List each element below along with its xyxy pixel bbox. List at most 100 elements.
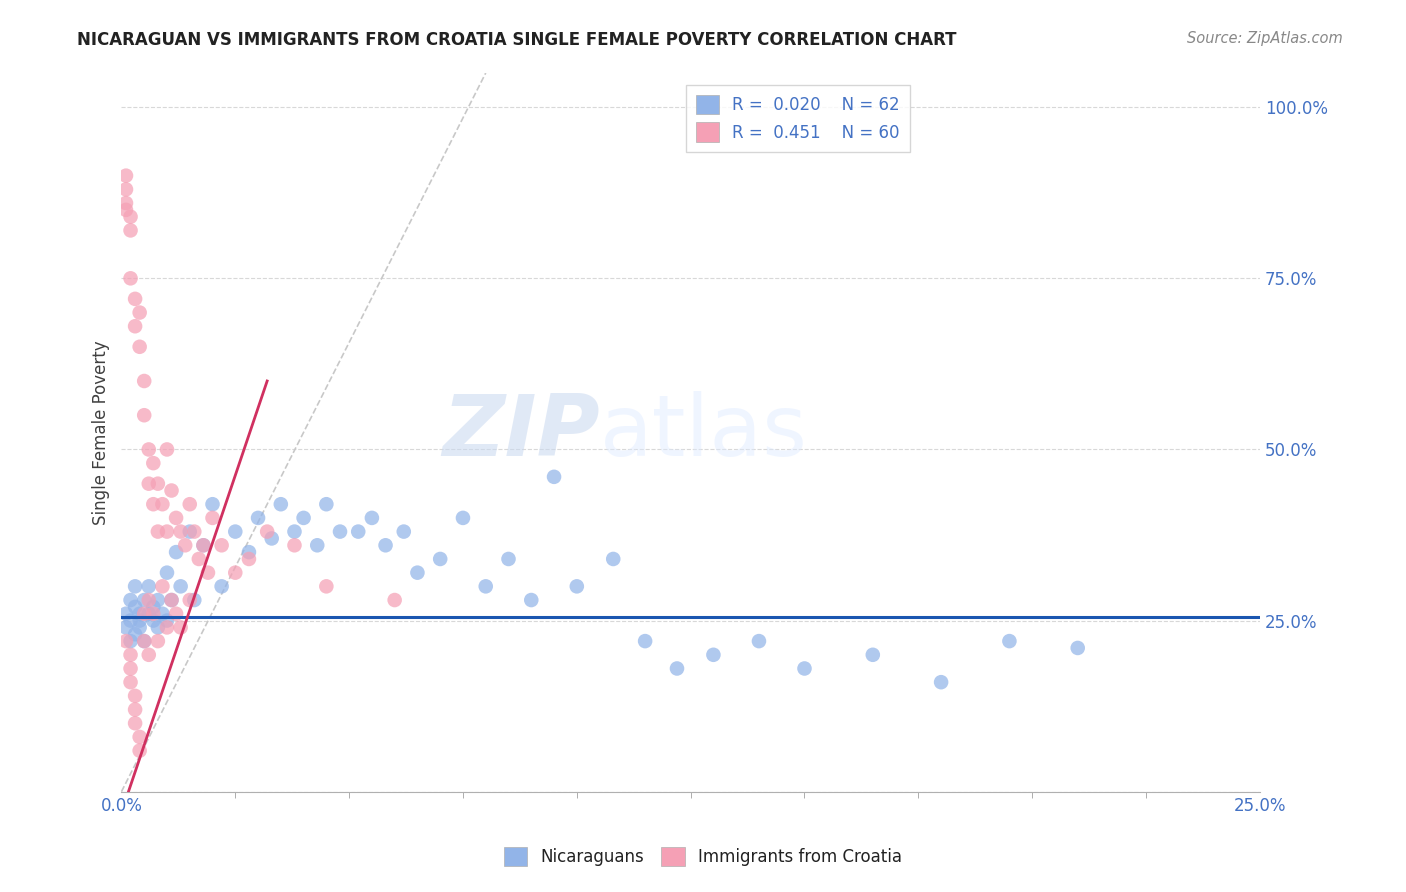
Point — [406, 566, 429, 580]
Point — [197, 566, 219, 580]
Point — [474, 579, 496, 593]
Point — [374, 538, 396, 552]
Point — [134, 607, 156, 621]
Point — [124, 599, 146, 614]
Point — [134, 634, 156, 648]
Point — [128, 730, 150, 744]
Point — [201, 497, 224, 511]
Point — [160, 593, 183, 607]
Point — [115, 182, 138, 196]
Point — [138, 442, 160, 457]
Point — [602, 552, 624, 566]
Point — [124, 689, 146, 703]
Point — [138, 607, 160, 621]
Legend: R =  0.020    N = 62, R =  0.451    N = 60: R = 0.020 N = 62, R = 0.451 N = 60 — [686, 85, 910, 152]
Point — [183, 524, 205, 539]
Point — [201, 511, 224, 525]
Point — [120, 661, 142, 675]
Point — [128, 340, 150, 354]
Point — [142, 607, 165, 621]
Point — [187, 552, 209, 566]
Point — [183, 593, 205, 607]
Point — [156, 524, 179, 539]
Point — [142, 599, 165, 614]
Point — [128, 620, 150, 634]
Point — [124, 579, 146, 593]
Point — [292, 511, 315, 525]
Point — [124, 292, 146, 306]
Text: ZIP: ZIP — [441, 391, 599, 474]
Point — [169, 524, 191, 539]
Point — [1067, 640, 1090, 655]
Point — [124, 702, 146, 716]
Point — [193, 538, 215, 552]
Point — [115, 196, 138, 211]
Point — [565, 579, 588, 593]
Text: NICARAGUAN VS IMMIGRANTS FROM CROATIA SINGLE FEMALE POVERTY CORRELATION CHART: NICARAGUAN VS IMMIGRANTS FROM CROATIA SI… — [77, 31, 957, 49]
Point — [929, 675, 952, 690]
Point — [283, 524, 305, 539]
Point — [283, 538, 305, 552]
Point — [134, 634, 156, 648]
Point — [138, 648, 160, 662]
Point — [120, 675, 142, 690]
Point — [998, 634, 1021, 648]
Point — [124, 716, 146, 731]
Point — [329, 524, 352, 539]
Point — [165, 607, 187, 621]
Point — [315, 497, 337, 511]
Point — [543, 470, 565, 484]
Text: atlas: atlas — [599, 391, 807, 474]
Point — [256, 524, 278, 539]
Point — [666, 661, 689, 675]
Point — [142, 497, 165, 511]
Point — [128, 614, 150, 628]
Point — [156, 620, 179, 634]
Point — [793, 661, 815, 675]
Point — [702, 648, 724, 662]
Point — [748, 634, 770, 648]
Point — [134, 409, 156, 423]
Point — [156, 566, 179, 580]
Point — [134, 593, 156, 607]
Point — [115, 620, 138, 634]
Point — [138, 579, 160, 593]
Point — [120, 648, 142, 662]
Point — [224, 524, 246, 539]
Point — [146, 593, 169, 607]
Point — [152, 497, 174, 511]
Point — [247, 511, 270, 525]
Point — [315, 579, 337, 593]
Point — [862, 648, 884, 662]
Point — [498, 552, 520, 566]
Point — [174, 538, 197, 552]
Point — [115, 169, 138, 183]
Point — [211, 579, 233, 593]
Point — [146, 524, 169, 539]
Point — [193, 538, 215, 552]
Point — [146, 476, 169, 491]
Point — [146, 620, 169, 634]
Point — [165, 545, 187, 559]
Point — [124, 319, 146, 334]
Point — [179, 524, 201, 539]
Point — [429, 552, 451, 566]
Point — [120, 614, 142, 628]
Point — [179, 593, 201, 607]
Point — [169, 620, 191, 634]
Point — [156, 614, 179, 628]
Point — [146, 634, 169, 648]
Point — [384, 593, 406, 607]
Point — [211, 538, 233, 552]
Point — [634, 634, 657, 648]
Point — [134, 374, 156, 388]
Point — [224, 566, 246, 580]
Point — [361, 511, 384, 525]
Y-axis label: Single Female Poverty: Single Female Poverty — [93, 340, 110, 524]
Point — [115, 634, 138, 648]
Point — [160, 593, 183, 607]
Point — [142, 614, 165, 628]
Point — [169, 579, 191, 593]
Point — [156, 442, 179, 457]
Point — [270, 497, 292, 511]
